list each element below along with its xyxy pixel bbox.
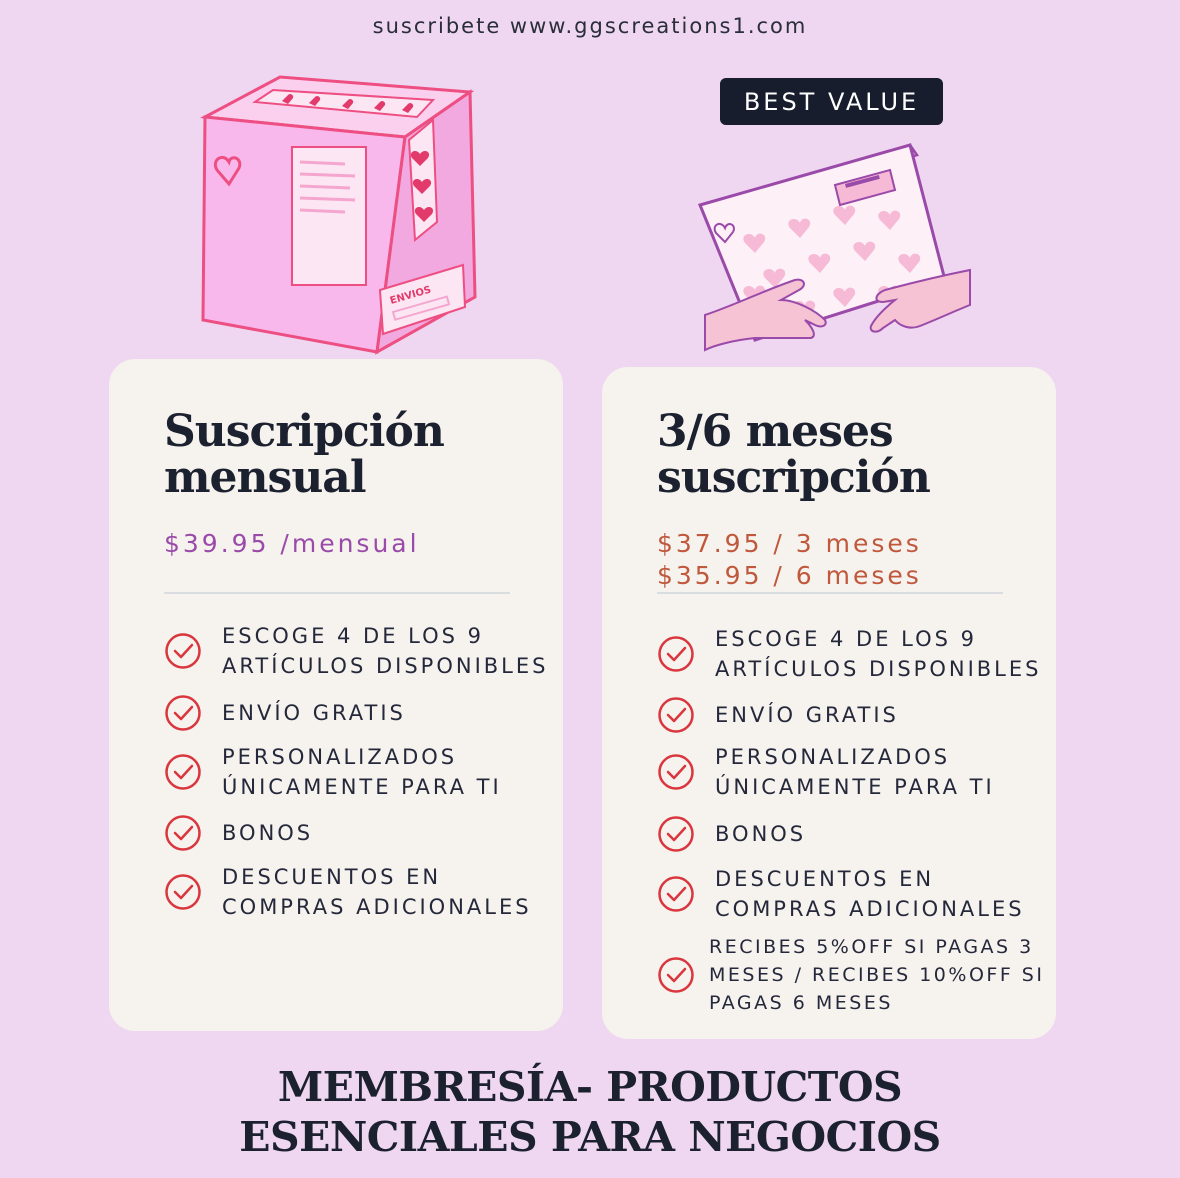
check-circle-icon [658,636,694,672]
feature-text: PERSONALIZADOS ÚNICAMENTE PARA TI [222,745,502,799]
feature-item: PERSONALIZADOS ÚNICAMENTE PARA TI [657,742,1077,802]
check-circle-icon [165,874,201,910]
feature-item: ENVÍO GRATIS [657,696,1077,734]
monthly-plan-title: Suscripción mensual [164,406,445,503]
price-3-months: $37.95 / 3 meses [657,529,922,558]
page-title: MEMBRESÍA- PRODUCTOS ESENCIALES PARA NEGO… [239,1063,941,1161]
check-circle-icon [165,695,201,731]
check-circle-icon [658,754,694,790]
feature-item: PERSONALIZADOS ÚNICAMENTE PARA TI [164,742,584,802]
feature-text: BONOS [715,822,807,846]
divider [657,592,1003,594]
check-circle-icon [658,876,694,912]
box-illustration: ENVIOS [199,75,477,355]
feature-item: BONOS [164,814,584,852]
feature-item: BONOS [657,815,1077,853]
multi-month-plan-title: 3/6 meses suscripción [657,406,931,503]
feature-item: RECIBES 5%OFF SI PAGAS 3 MESES / RECIBES … [657,933,1077,1017]
feature-item: ESCOGE 4 DE LOS 9 ARTÍCULOS DISPONIBLES [657,624,1077,684]
check-circle-icon [165,754,201,790]
check-circle-icon [165,815,201,851]
divider [164,592,510,594]
feature-item: ENVÍO GRATIS [164,694,584,732]
feature-text: DESCUENTOS EN COMPRAS ADICIONALES [222,865,532,919]
feature-text: ESCOGE 4 DE LOS 9 ARTÍCULOS DISPONIBLES [222,624,549,678]
package-hands-illustration [697,143,971,352]
feature-text: RECIBES 5%OFF SI PAGAS 3 MESES / RECIBES … [709,936,1045,1014]
website-link[interactable]: suscribete www.ggscreations1.com [372,14,808,38]
monthly-plan-card[interactable]: Suscripción mensual $39.95 /mensual ESCOG… [109,359,563,1031]
price-6-months: $35.95 / 6 meses [657,561,922,590]
check-circle-icon [658,816,694,852]
feature-item: DESCUENTOS EN COMPRAS ADICIONALES [164,862,584,922]
feature-item: DESCUENTOS EN COMPRAS ADICIONALES [657,864,1077,924]
feature-item: ESCOGE 4 DE LOS 9 ARTÍCULOS DISPONIBLES [164,621,584,681]
feature-text: ESCOGE 4 DE LOS 9 ARTÍCULOS DISPONIBLES [715,627,1042,681]
feature-text: ENVÍO GRATIS [222,701,406,725]
best-value-badge: BEST VALUE [720,78,943,125]
monthly-price: $39.95 /mensual [164,529,420,558]
multi-month-plan-card[interactable]: 3/6 meses suscripción $37.95 / 3 meses $3… [602,367,1056,1039]
feature-text: ENVÍO GRATIS [715,703,899,727]
feature-text: BONOS [222,821,314,845]
feature-text: DESCUENTOS EN COMPRAS ADICIONALES [715,867,1025,921]
check-circle-icon [658,697,694,733]
check-circle-icon [165,633,201,669]
feature-text: PERSONALIZADOS ÚNICAMENTE PARA TI [715,745,995,799]
check-circle-icon [658,957,694,993]
